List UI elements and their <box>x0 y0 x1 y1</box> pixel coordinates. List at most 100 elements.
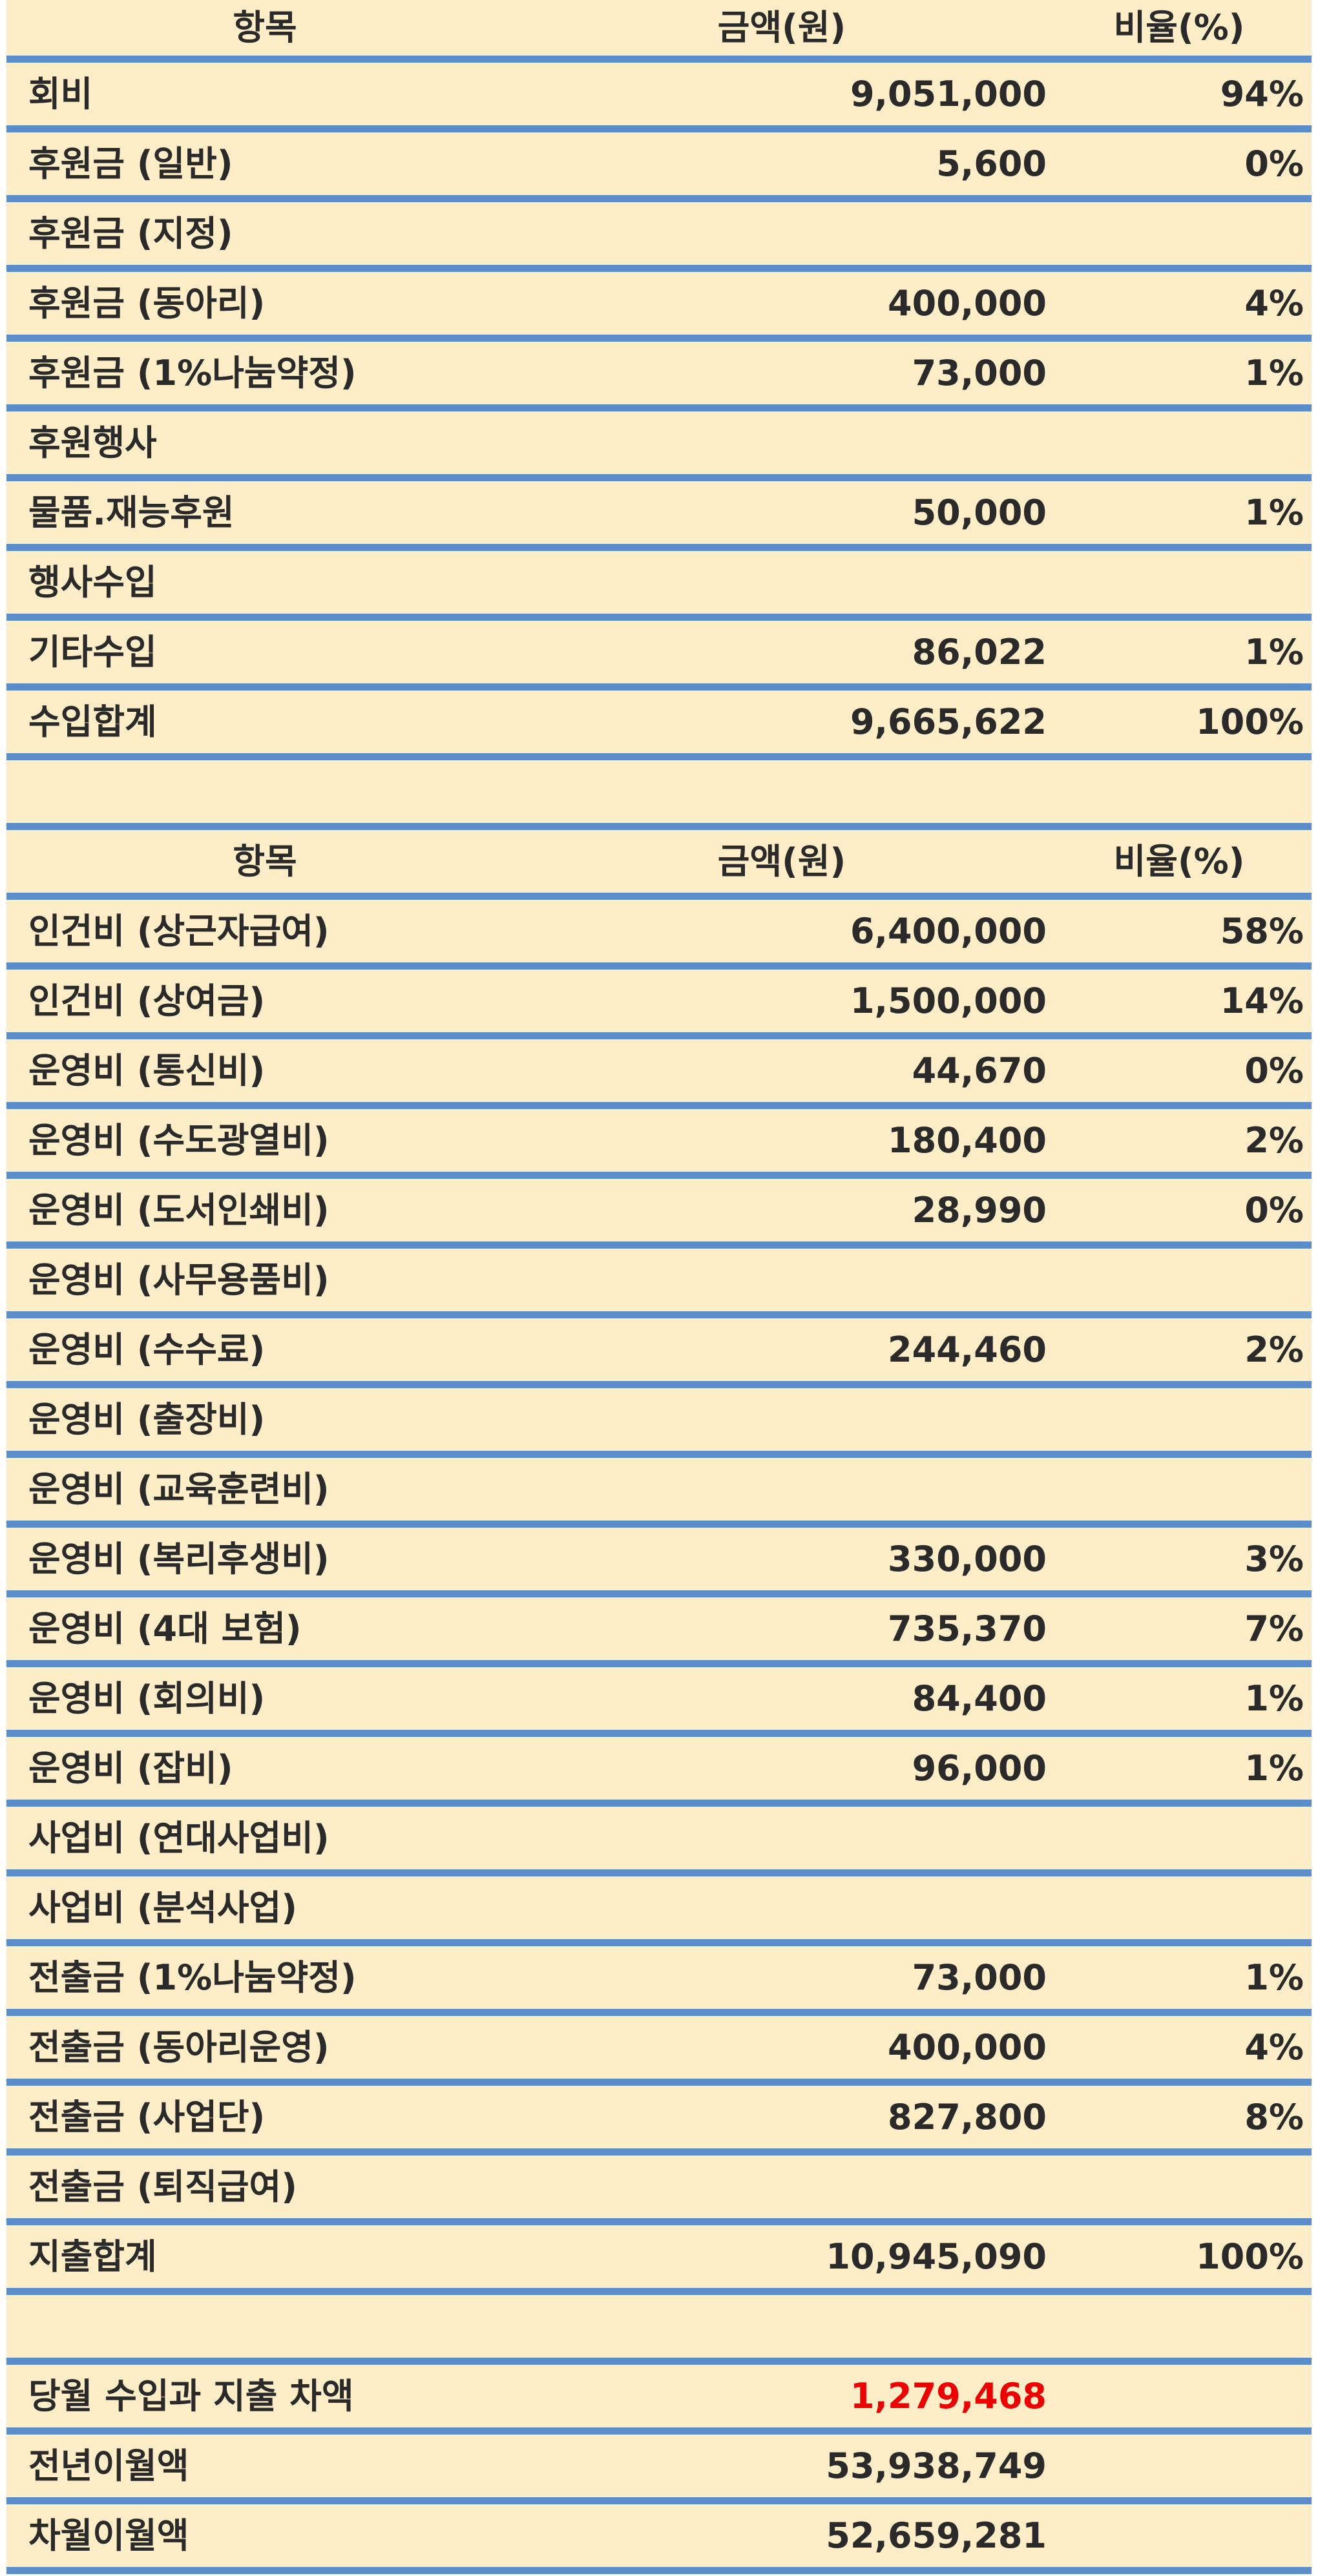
header-item: 항목 <box>233 7 297 48</box>
row-item-label: 전년이월액 <box>28 2445 189 2486</box>
row-item-label: 당월 수입과 지출 차액 <box>28 2375 354 2416</box>
table-row: 운영비 (사무용품비) <box>6 1249 1312 1318</box>
row-ratio: 1% <box>1244 631 1304 672</box>
row-item-label: 후원금 (1%나눔약정) <box>28 352 357 393</box>
table-row: 운영비 (출장비) <box>6 1388 1312 1458</box>
row-ratio: 94% <box>1220 73 1304 114</box>
table-row: 차월이월액 52,659,281 <box>6 2504 1312 2574</box>
table-row: 운영비 (4대 보험) 735,370 7% <box>6 1597 1312 1667</box>
expense-table: 인건비 (상근자급여) 6,400,000 58% 인건비 (상여금) 1,500,00… <box>6 900 1312 2295</box>
table-row: 운영비 (복리후생비) 330,000 3% <box>6 1528 1312 1597</box>
row-item-label: 운영비 (교육훈련비) <box>28 1468 330 1510</box>
table-row: 후원금 (일반) 5,600 0% <box>6 132 1312 202</box>
row-item-label: 전출금 (1%나눔약정) <box>28 1957 357 1998</box>
row-ratio: 4% <box>1244 282 1304 324</box>
row-item-label: 운영비 (출장비) <box>28 1398 266 1440</box>
row-item-label: 운영비 (회의비) <box>28 1678 266 1719</box>
row-amount: 44,670 <box>912 1050 1047 1091</box>
row-ratio: 14% <box>1220 980 1304 1021</box>
row-item-label: 회비 <box>28 73 93 114</box>
row-item-label: 운영비 (4대 보험) <box>28 1608 302 1649</box>
row-item-label: 운영비 (수수료) <box>28 1329 266 1370</box>
table-row: 운영비 (회의비) 84,400 1% <box>6 1667 1312 1737</box>
financial-report: 항목 금액(원) 비율(%) 회비 9,051,000 94% 후원금 (일반) 5,6… <box>6 0 1312 2574</box>
table-row: 후원금 (지정) <box>6 202 1312 272</box>
row-amount: 84,400 <box>912 1678 1047 1719</box>
table-row: 후원금 (동아리) 400,000 4% <box>6 272 1312 342</box>
row-ratio: 1% <box>1244 1747 1304 1789</box>
row-amount: 52,659,281 <box>826 2515 1047 2556</box>
table-row: 기타수입 86,022 1% <box>6 621 1312 691</box>
row-amount: 10,945,090 <box>826 2236 1047 2277</box>
row-item-label: 행사수입 <box>28 561 157 603</box>
row-amount: 53,938,749 <box>826 2445 1047 2486</box>
table-row: 물품.재능후원 50,000 1% <box>6 481 1312 551</box>
table-row: 전년이월액 53,938,749 <box>6 2435 1312 2504</box>
row-ratio: 100% <box>1196 701 1304 742</box>
row-item-label: 물품.재능후원 <box>28 492 235 533</box>
table-row: 운영비 (도서인쇄비) 28,990 0% <box>6 1179 1312 1249</box>
row-item-label: 전출금 (퇴직급여) <box>28 2166 297 2207</box>
row-item-label: 운영비 (잡비) <box>28 1747 233 1789</box>
row-ratio: 2% <box>1244 1329 1304 1370</box>
income-header-row: 항목 금액(원) 비율(%) <box>6 0 1312 63</box>
row-item-label: 후원금 (일반) <box>28 143 233 184</box>
row-item-label: 운영비 (사무용품비) <box>28 1259 330 1300</box>
row-item-label: 후원행사 <box>28 422 157 463</box>
row-item-label: 후원금 (지정) <box>28 213 233 254</box>
table-row: 운영비 (통신비) 44,670 0% <box>6 1039 1312 1109</box>
row-amount: 86,022 <box>912 631 1047 672</box>
summary-table: 당월 수입과 지출 차액 1,279,468 전년이월액 53,938,749 차월이월… <box>6 2365 1312 2574</box>
row-item-label: 운영비 (복리후생비) <box>28 1538 330 1579</box>
row-ratio: 58% <box>1220 910 1304 951</box>
row-amount: 180,400 <box>888 1119 1047 1161</box>
row-amount: 735,370 <box>888 1608 1047 1649</box>
row-amount: 6,400,000 <box>850 910 1047 951</box>
table-row: 운영비 (교육훈련비) <box>6 1458 1312 1528</box>
header-item: 항목 <box>233 840 297 882</box>
table-row: 행사수입 <box>6 551 1312 621</box>
row-ratio: 8% <box>1244 2096 1304 2137</box>
row-amount: 244,460 <box>888 1329 1047 1370</box>
row-amount: 400,000 <box>888 2026 1047 2068</box>
header-ratio: 비율(%) <box>1113 7 1245 48</box>
row-amount: 73,000 <box>912 352 1047 393</box>
row-item-label: 전출금 (동아리운영) <box>28 2026 330 2068</box>
header-amount: 금액(원) <box>717 7 846 48</box>
row-ratio: 1% <box>1244 1957 1304 1998</box>
row-item-label: 운영비 (도서인쇄비) <box>28 1189 330 1231</box>
table-row: 사업비 (연대사업비) <box>6 1807 1312 1876</box>
row-ratio: 3% <box>1244 1538 1304 1579</box>
row-item-label: 운영비 (수도광열비) <box>28 1119 330 1161</box>
row-amount: 9,051,000 <box>850 73 1047 114</box>
header-amount: 금액(원) <box>717 840 846 882</box>
table-row: 후원행사 <box>6 411 1312 481</box>
row-item-label: 인건비 (상여금) <box>28 980 266 1021</box>
row-item-label: 후원금 (동아리) <box>28 282 266 324</box>
row-amount: 400,000 <box>888 282 1047 324</box>
row-item-label: 사업비 (분석사업) <box>28 1887 297 1928</box>
expense-header-row: 항목 금액(원) 비율(%) <box>6 830 1312 900</box>
section-gap <box>6 760 1312 830</box>
row-item-label: 사업비 (연대사업비) <box>28 1817 330 1858</box>
table-row: 전출금 (사업단) 827,800 8% <box>6 2086 1312 2155</box>
row-amount: 9,665,622 <box>850 701 1047 742</box>
row-amount: 96,000 <box>912 1747 1047 1789</box>
row-ratio: 0% <box>1244 1189 1304 1231</box>
row-item-label: 인건비 (상근자급여) <box>28 910 330 951</box>
income-table: 회비 9,051,000 94% 후원금 (일반) 5,600 0% 후원금 (지정) 후원금… <box>6 63 1312 760</box>
table-row: 수입합계 9,665,622 100% <box>6 691 1312 760</box>
table-row: 후원금 (1%나눔약정) 73,000 1% <box>6 342 1312 411</box>
row-ratio: 4% <box>1244 2026 1304 2068</box>
row-item-label: 기타수입 <box>28 631 157 672</box>
table-row: 당월 수입과 지출 차액 1,279,468 <box>6 2365 1312 2435</box>
row-amount: 73,000 <box>912 1957 1047 1998</box>
table-row: 사업비 (분석사업) <box>6 1876 1312 1946</box>
row-item-label: 수입합계 <box>28 701 157 742</box>
table-row: 인건비 (상여금) 1,500,000 14% <box>6 970 1312 1039</box>
header-ratio: 비율(%) <box>1113 840 1245 882</box>
table-row: 회비 9,051,000 94% <box>6 63 1312 132</box>
table-row: 전출금 (1%나눔약정) 73,000 1% <box>6 1946 1312 2016</box>
row-item-label: 차월이월액 <box>28 2515 189 2556</box>
row-item-label: 전출금 (사업단) <box>28 2096 266 2137</box>
